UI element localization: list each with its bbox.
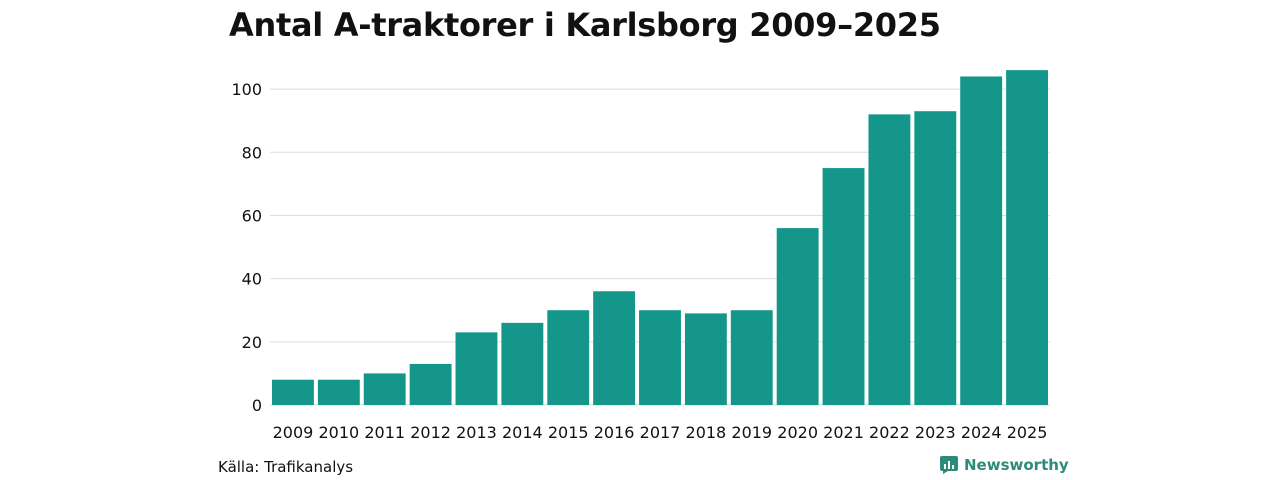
brand: Newsworthy: [940, 456, 1069, 474]
bar-2020: [776, 228, 819, 405]
x-tick-label: 2013: [456, 423, 497, 442]
y-tick-label: 100: [231, 80, 262, 99]
y-tick-label: 0: [252, 396, 262, 415]
bar-2015: [547, 310, 590, 405]
x-tick-label: 2021: [823, 423, 864, 442]
chart-title: Antal A-traktorer i Karlsborg 2009–2025: [229, 6, 941, 44]
x-tick-label: 2018: [686, 423, 727, 442]
source-note: Källa: Trafikanalys: [218, 458, 354, 476]
x-tick-label: 2022: [869, 423, 910, 442]
bar-2024: [960, 76, 1003, 406]
bar-2012: [409, 363, 452, 405]
bar-2011: [363, 373, 406, 405]
y-axis-ticks: 0 20 40 60 80 100: [231, 80, 262, 415]
x-tick-label: 2015: [548, 423, 589, 442]
bar-2016: [593, 291, 636, 405]
bars: [272, 70, 1048, 406]
brand-name: Newsworthy: [964, 456, 1069, 474]
bar-2009: [272, 379, 314, 405]
bar-2014: [501, 322, 544, 405]
x-tick-label: 2010: [318, 423, 359, 442]
y-tick-label: 20: [242, 333, 262, 352]
x-tick-label: 2009: [273, 423, 314, 442]
x-tick-label: 2017: [640, 423, 681, 442]
bar-2018: [684, 313, 727, 405]
x-tick-label: 2025: [1007, 423, 1048, 442]
bar-2019: [730, 310, 773, 405]
y-tick-label: 60: [242, 206, 262, 225]
x-tick-label: 2011: [364, 423, 405, 442]
bar-2017: [639, 310, 681, 405]
bar-2022: [868, 114, 911, 405]
x-tick-label: 2019: [731, 423, 772, 442]
x-tick-label: 2016: [594, 423, 635, 442]
bar-2023: [914, 111, 957, 406]
x-tick-label: 2020: [777, 423, 818, 442]
bar-2025: [1006, 70, 1048, 406]
x-tick-label: 2012: [410, 423, 451, 442]
x-axis-ticks: 2009 2010 2011 2012 2013 2014 2015 2016 2017 2018…: [273, 423, 1048, 442]
x-tick-label: 2023: [915, 423, 956, 442]
y-tick-label: 40: [242, 270, 262, 289]
bar-2010: [317, 379, 360, 405]
bar-2013: [455, 332, 498, 405]
newsworthy-logo-icon: [940, 456, 958, 474]
x-tick-label: 2014: [502, 423, 543, 442]
bar-2021: [822, 168, 865, 405]
x-tick-label: 2024: [961, 423, 1002, 442]
y-tick-label: 80: [242, 143, 262, 162]
